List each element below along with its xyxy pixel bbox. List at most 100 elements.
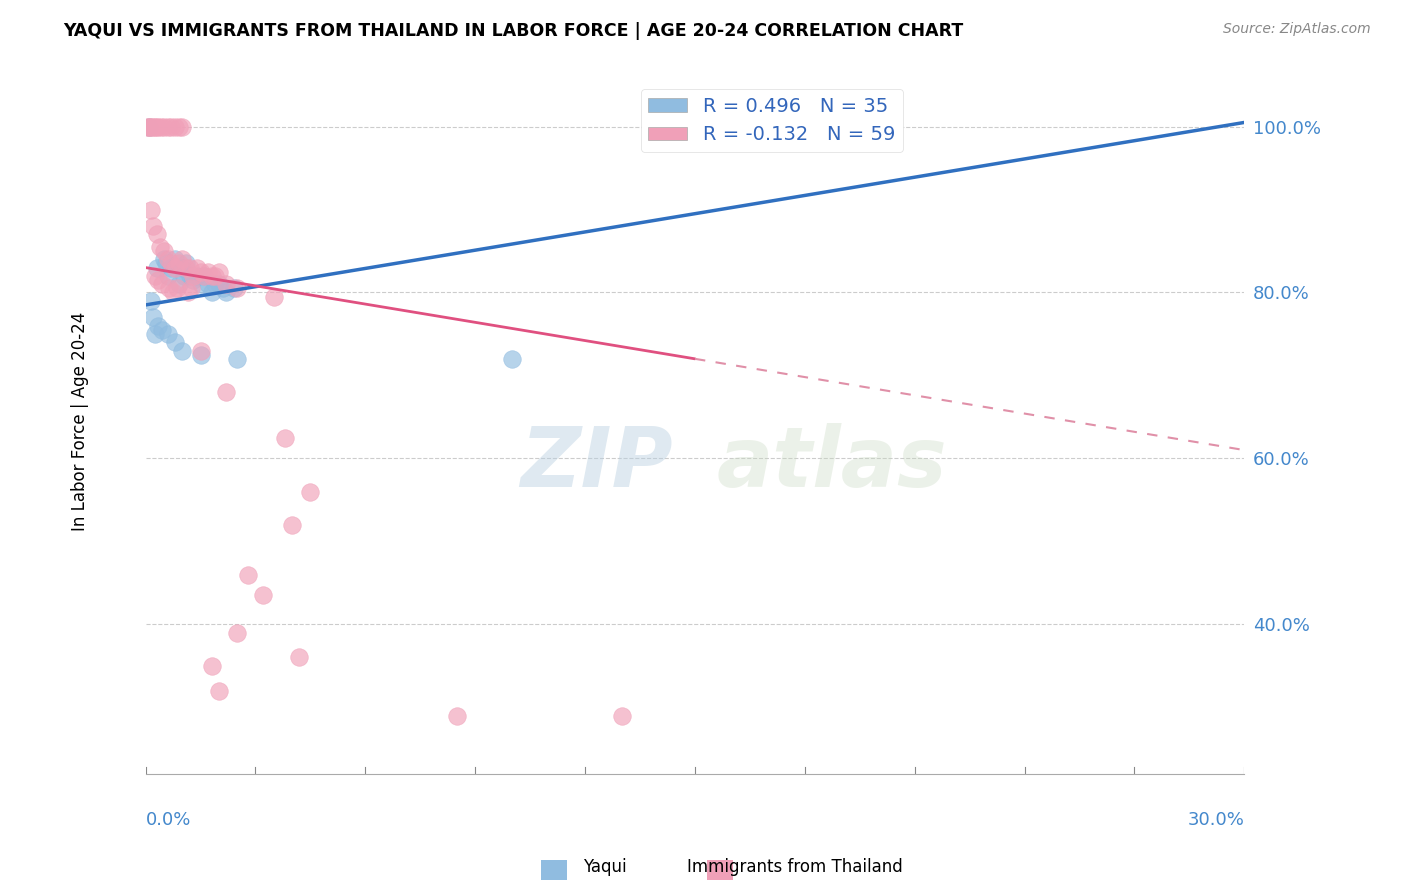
- Point: [148, 318, 170, 333]
- Point: [160, 256, 183, 270]
- Text: atlas: atlas: [717, 423, 948, 504]
- Point: [156, 268, 179, 283]
- Point: [148, 273, 170, 287]
- Point: [143, 326, 166, 341]
- Point: [190, 343, 212, 358]
- Point: [179, 268, 201, 283]
- Point: [197, 277, 219, 292]
- Point: [181, 273, 204, 287]
- Point: [153, 120, 176, 134]
- Point: [501, 351, 523, 366]
- Point: [174, 260, 197, 275]
- Point: [172, 343, 194, 358]
- Point: [172, 252, 194, 267]
- Point: [193, 268, 215, 283]
- Point: [179, 260, 201, 275]
- Point: [200, 285, 222, 300]
- Point: [163, 260, 186, 275]
- Point: [156, 326, 179, 341]
- Point: [215, 277, 238, 292]
- Point: [156, 252, 179, 267]
- Text: Immigrants from Thailand: Immigrants from Thailand: [686, 858, 903, 876]
- Point: [190, 277, 212, 292]
- Point: [145, 260, 167, 275]
- Point: [211, 281, 233, 295]
- Point: [263, 290, 285, 304]
- Point: [163, 252, 186, 267]
- Point: [238, 567, 260, 582]
- Point: [215, 285, 238, 300]
- Point: [174, 256, 197, 270]
- Point: [143, 268, 166, 283]
- Point: [167, 277, 190, 292]
- Text: In Labor Force | Age 20-24: In Labor Force | Age 20-24: [70, 311, 89, 531]
- Point: [193, 268, 215, 283]
- Point: [200, 268, 222, 283]
- Point: [149, 240, 172, 254]
- Point: [156, 120, 179, 134]
- Point: [226, 625, 249, 640]
- Point: [172, 120, 194, 134]
- Text: Source: ZipAtlas.com: Source: ZipAtlas.com: [1223, 22, 1371, 37]
- Point: [186, 268, 208, 283]
- Point: [288, 650, 311, 665]
- Point: [162, 285, 184, 300]
- Point: [226, 351, 249, 366]
- Point: [139, 202, 162, 217]
- Point: [172, 260, 194, 275]
- Point: [181, 268, 204, 283]
- Point: [190, 348, 212, 362]
- Point: [274, 431, 297, 445]
- Text: ZIP: ZIP: [520, 423, 673, 504]
- Point: [145, 227, 167, 242]
- Text: YAQUI VS IMMIGRANTS FROM THAILAND IN LABOR FORCE | AGE 20-24 CORRELATION CHART: YAQUI VS IMMIGRANTS FROM THAILAND IN LAB…: [63, 22, 963, 40]
- Point: [136, 120, 159, 134]
- Point: [163, 120, 186, 134]
- Point: [190, 265, 212, 279]
- Point: [252, 588, 274, 602]
- Point: [139, 293, 162, 308]
- Point: [150, 120, 173, 134]
- Point: [610, 708, 633, 723]
- Point: [142, 120, 165, 134]
- Point: [173, 268, 195, 283]
- Point: [148, 120, 170, 134]
- Point: [163, 335, 186, 350]
- Point: [153, 252, 176, 267]
- Point: [167, 120, 190, 134]
- Legend: R = 0.496   N = 35, R = -0.132   N = 59: R = 0.496 N = 35, R = -0.132 N = 59: [641, 89, 903, 153]
- Point: [142, 219, 165, 233]
- Point: [446, 708, 468, 723]
- Text: 0.0%: 0.0%: [146, 811, 191, 829]
- Point: [208, 265, 231, 279]
- Point: [160, 120, 183, 134]
- Point: [139, 120, 162, 134]
- Point: [208, 683, 231, 698]
- Point: [215, 384, 238, 399]
- Point: [167, 256, 190, 270]
- Point: [204, 268, 226, 283]
- Point: [150, 323, 173, 337]
- Point: [204, 277, 226, 292]
- Point: [145, 120, 167, 134]
- Point: [155, 256, 177, 270]
- Point: [180, 281, 202, 295]
- Point: [141, 120, 163, 134]
- Point: [226, 281, 249, 295]
- Point: [197, 265, 219, 279]
- Point: [281, 517, 304, 532]
- Point: [200, 658, 222, 673]
- Point: [208, 277, 231, 292]
- Point: [222, 281, 245, 295]
- Point: [299, 484, 322, 499]
- Point: [160, 260, 183, 275]
- Point: [159, 281, 181, 295]
- Point: [177, 285, 200, 300]
- Point: [142, 310, 165, 325]
- Point: [138, 120, 160, 134]
- Point: [756, 120, 779, 134]
- Point: [138, 120, 160, 134]
- Text: 30.0%: 30.0%: [1188, 811, 1244, 829]
- Point: [150, 277, 173, 292]
- Point: [186, 260, 208, 275]
